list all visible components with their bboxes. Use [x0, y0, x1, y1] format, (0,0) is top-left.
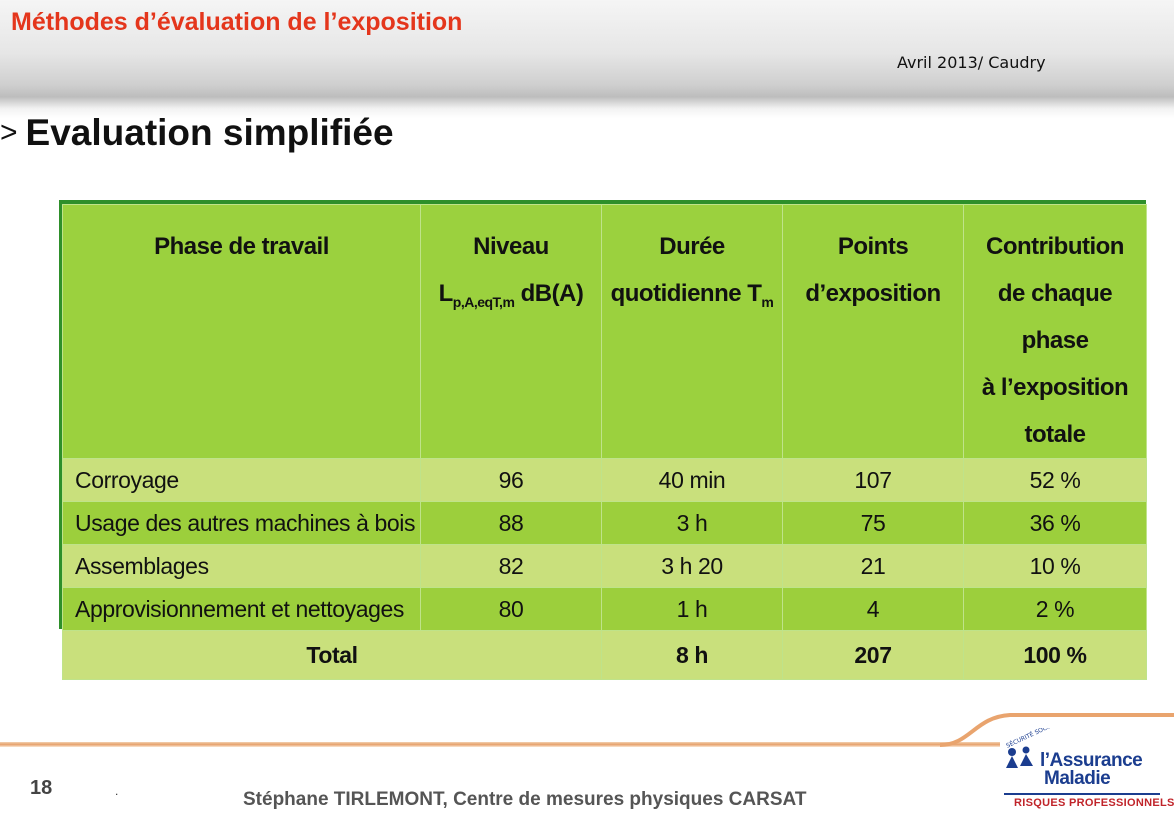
section-title-text: Evaluation simplifiée [25, 112, 394, 153]
cell-points: 21 [782, 544, 964, 588]
cell-duree: 40 min [601, 458, 783, 502]
column-header-niveau: Niveau Lp,A,eqT,m dB(A) [420, 204, 602, 459]
slide-header-title: Méthodes d’évaluation de l’exposition [11, 8, 463, 36]
cell-phase: Assemblages [62, 544, 421, 588]
cell-contribution: 52 % [963, 458, 1147, 502]
cell-points: 107 [782, 458, 964, 502]
table-row: Approvisionnement et nettoyages 80 1 h 4… [62, 587, 1147, 631]
cell-points: 4 [782, 587, 964, 631]
cell-points: 75 [782, 501, 964, 545]
cell-niveau: 88 [420, 501, 602, 545]
bullet-marker: > [0, 116, 18, 149]
cell-duree: 3 h 20 [601, 544, 783, 588]
header-band [0, 0, 1174, 118]
table-header-row: Phase de travail Niveau Lp,A,eqT,m dB(A)… [62, 204, 1147, 459]
cell-total-label: Total [62, 630, 602, 680]
cell-total-contribution: 100 % [963, 630, 1147, 680]
table-total-row: Total 8 h 207 100 % [62, 630, 1147, 680]
logo-line2: Maladie [1044, 768, 1111, 789]
exposure-table-container: Phase de travail Niveau Lp,A,eqT,m dB(A)… [59, 200, 1147, 680]
section-title: > Evaluation simplifiée [0, 112, 394, 154]
cell-duree: 3 h [601, 501, 783, 545]
column-header-duree: Durée quotidienne Tm [601, 204, 783, 459]
table-row: Corroyage 96 40 min 107 52 % [62, 458, 1147, 502]
exposure-table: Phase de travail Niveau Lp,A,eqT,m dB(A)… [62, 204, 1147, 680]
logo-line3: RISQUES PROFESSIONNELS [1014, 797, 1174, 809]
cell-niveau: 80 [420, 587, 602, 631]
assurance-maladie-logo: SÉCURITÉ SOCIALE [1000, 728, 1168, 816]
footer-divider-curve [940, 713, 1174, 747]
svg-text:SÉCURITÉ SOCIALE: SÉCURITÉ SOCIALE [1005, 728, 1060, 750]
cell-phase: Approvisionnement et nettoyages [62, 587, 421, 631]
cell-contribution: 10 % [963, 544, 1147, 588]
logo-line1: l’Assurance [1040, 750, 1143, 771]
page-number: 18 [30, 777, 53, 799]
date-location: Avril 2013/ Caudry [897, 53, 1046, 72]
cell-contribution: 36 % [963, 501, 1147, 545]
cell-duree: 1 h [601, 587, 783, 631]
footer-divider [0, 742, 1000, 747]
cell-contribution: 2 % [963, 587, 1147, 631]
cell-niveau: 96 [420, 458, 602, 502]
logo-rule [1004, 793, 1160, 795]
table-row: Usage des autres machines à bois 88 3 h … [62, 501, 1147, 545]
table-row: Assemblages 82 3 h 20 21 10 % [62, 544, 1147, 588]
column-header-phase: Phase de travail [62, 204, 421, 459]
logo-figures-icon: SÉCURITÉ SOCIALE [1005, 728, 1060, 768]
cell-total-points: 207 [782, 630, 964, 680]
column-header-contribution: Contribution de chaque phase à l’exposit… [963, 204, 1147, 459]
footer-author: Stéphane TIRLEMONT, Centre de mesures ph… [243, 789, 807, 810]
cell-niveau: 82 [420, 544, 602, 588]
column-header-points: Points d’exposition [782, 204, 964, 459]
cell-phase: Corroyage [62, 458, 421, 502]
cell-phase: Usage des autres machines à bois [62, 501, 421, 545]
cell-total-duree: 8 h [601, 630, 783, 680]
footer-dot: . [115, 784, 119, 798]
